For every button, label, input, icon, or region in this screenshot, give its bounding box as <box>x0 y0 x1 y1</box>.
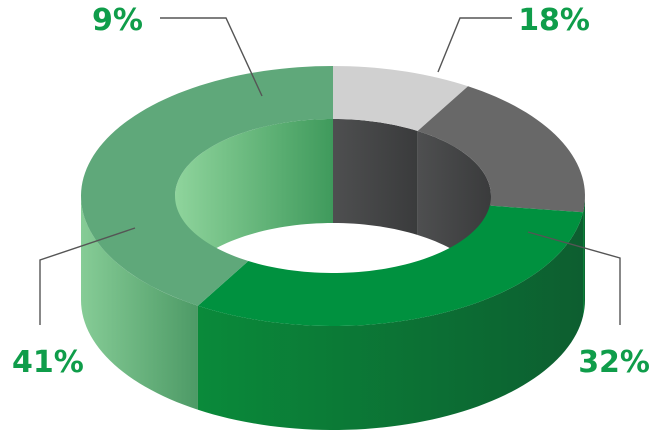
slice-top-3 <box>197 205 584 326</box>
leader-line-4 <box>39 227 136 325</box>
slice-label-1: 9% <box>92 3 143 38</box>
slice-label-3: 32% <box>578 345 650 380</box>
outer-wall-slice-4 <box>81 196 198 410</box>
slice-top-1 <box>333 66 469 131</box>
leader-line-3 <box>527 231 621 325</box>
slice-label-2: 18% <box>518 3 590 38</box>
leader-line-2 <box>437 17 512 73</box>
outer-wall-slice-3 <box>197 212 584 430</box>
inner-wall-slice-4 <box>175 119 333 300</box>
leader-line-1 <box>160 17 263 97</box>
outer-wall-slice-2 <box>583 196 585 317</box>
slice-top-4 <box>81 66 333 306</box>
inner-wall-slice-1 <box>333 119 418 235</box>
slice-top-2 <box>417 86 585 213</box>
slice-label-4: 41% <box>12 345 84 380</box>
